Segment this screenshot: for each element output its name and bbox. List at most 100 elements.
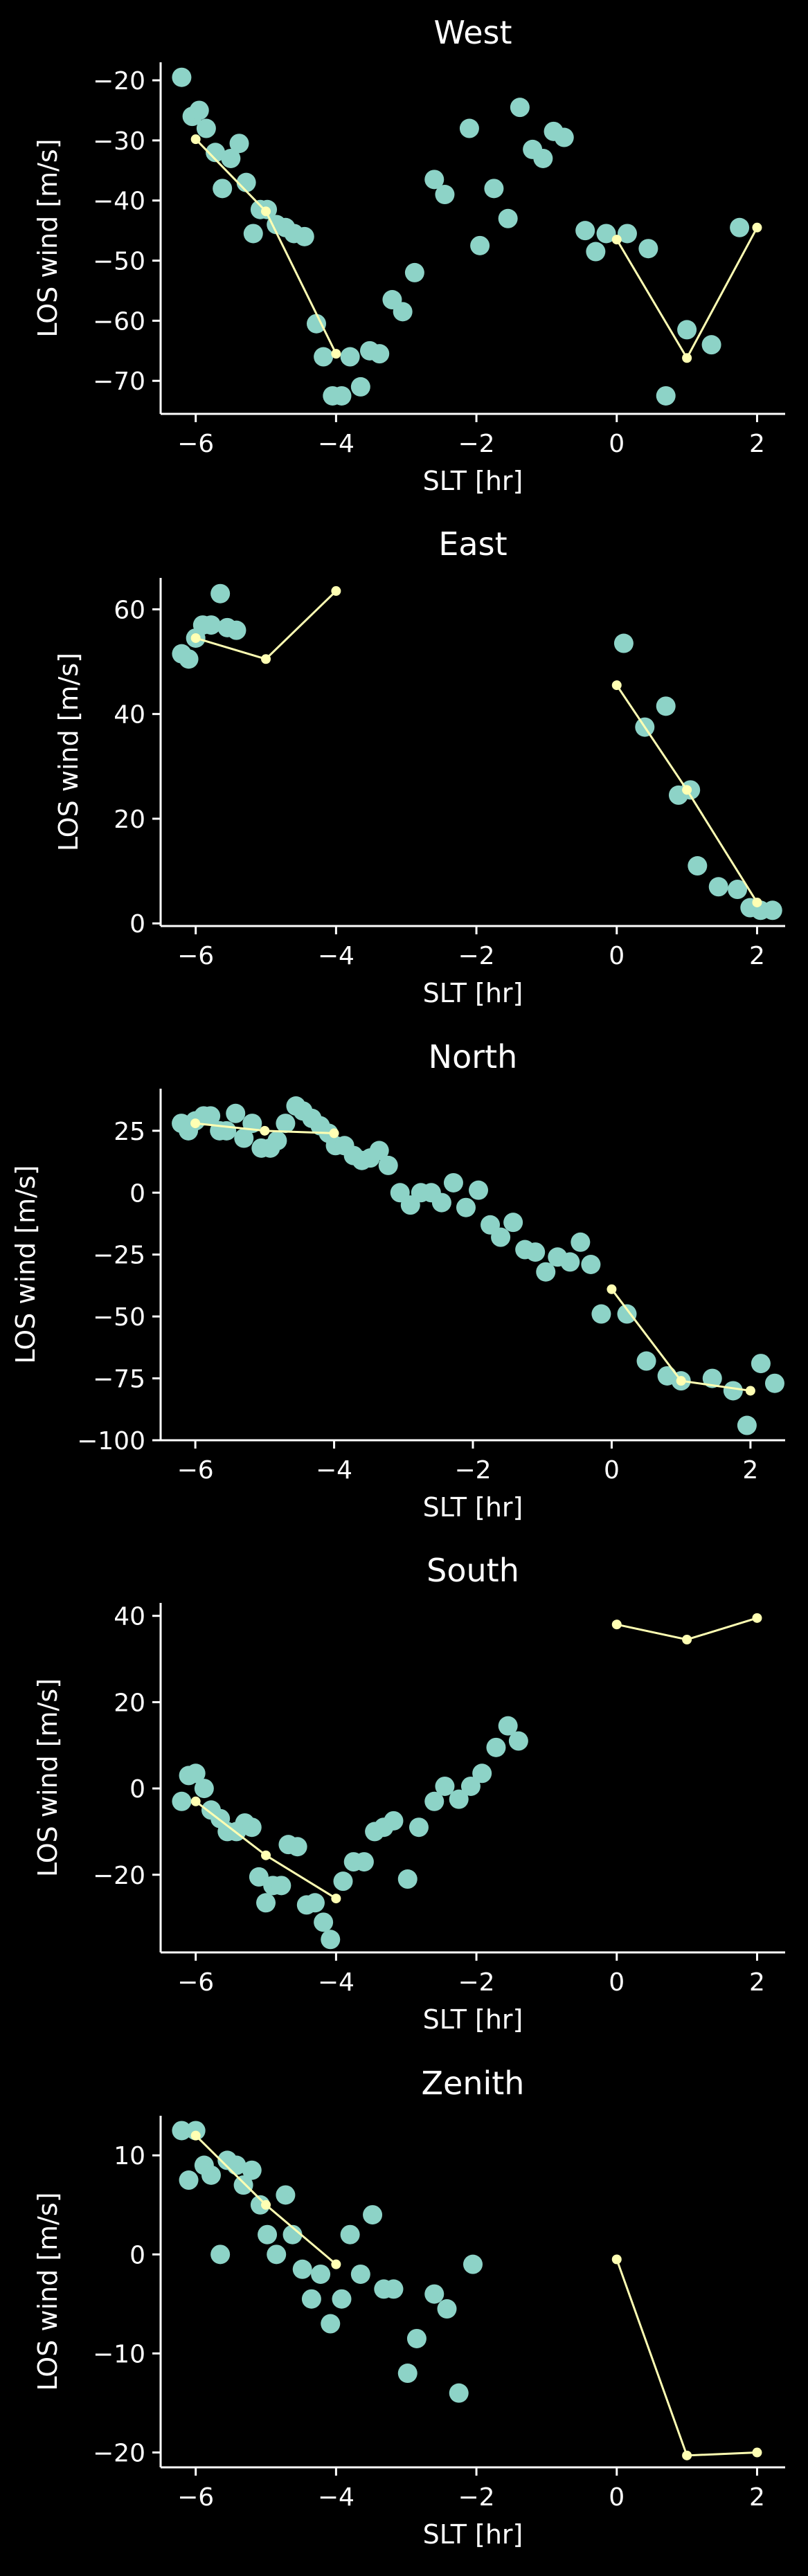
x-tick-label: −6 (177, 430, 214, 458)
scatter-point (340, 347, 360, 367)
scatter-point (243, 224, 263, 244)
x-axis-label: SLT [hr] (423, 466, 523, 496)
scatter-point (189, 100, 209, 120)
scatter-point (321, 2314, 341, 2334)
scatter-point (196, 118, 216, 138)
y-tick-label: −60 (93, 307, 145, 336)
y-tick-label: 40 (114, 701, 145, 729)
scatter-point (206, 143, 226, 163)
scatter-point (708, 877, 728, 897)
x-tick-label: 0 (609, 430, 625, 458)
y-tick-label: 20 (114, 1689, 145, 1717)
x-tick-label: −2 (458, 1968, 495, 1997)
scatter-point (443, 1172, 463, 1192)
x-tick-label: 2 (749, 1968, 765, 1997)
fit-line-marker (331, 586, 341, 596)
scatter-point (508, 1731, 528, 1751)
scatter-point (560, 1252, 580, 1272)
scatter-point (305, 1893, 325, 1913)
fit-line-marker (752, 2447, 762, 2458)
scatter-point (306, 314, 326, 334)
scatter-point (226, 620, 246, 640)
scatter-point (250, 2195, 270, 2215)
x-tick-label: −4 (318, 1968, 354, 1997)
fit-line-marker (190, 134, 201, 145)
x-tick-label: −4 (318, 2483, 354, 2512)
scatter-point (688, 856, 708, 876)
scatter-point (596, 224, 616, 244)
x-tick-label: −4 (316, 1456, 352, 1485)
scatter-point (294, 226, 314, 246)
x-axis-label: SLT [hr] (423, 2004, 523, 2035)
y-tick-label: 40 (114, 1603, 145, 1631)
scatter-point (424, 2284, 445, 2304)
x-tick-label: 2 (749, 2483, 765, 2512)
scatter-point (221, 148, 241, 168)
fit-line-marker (261, 206, 271, 217)
scatter-point (536, 1262, 556, 1282)
scatter-point (503, 1213, 523, 1233)
scatter-point (730, 217, 750, 237)
scatter-point (370, 344, 390, 364)
fit-line-marker (682, 353, 692, 363)
scatter-point (701, 335, 721, 355)
scatter-point (201, 615, 221, 635)
fit-line-marker (611, 2254, 622, 2265)
scatter-point (510, 98, 530, 118)
scatter-point (384, 1811, 404, 1831)
scatter-point (179, 2170, 199, 2190)
y-axis-label: LOS wind [m/s] (33, 2192, 63, 2391)
y-tick-label: −100 (77, 1427, 145, 1455)
fit-line-marker (745, 1386, 755, 1396)
y-tick-label: −25 (93, 1242, 145, 1270)
y-tick-label: −70 (93, 368, 145, 396)
scatter-point (404, 262, 424, 282)
scatter-point (287, 1837, 307, 1857)
scatter-point (311, 2264, 331, 2284)
scatter-point (460, 1776, 481, 1796)
scatter-point (723, 1381, 743, 1401)
y-tick-label: −50 (93, 248, 145, 276)
chart-title: Zenith (422, 2065, 525, 2102)
scatter-point (213, 179, 233, 199)
scatter-point (406, 2328, 427, 2348)
scatter-point (333, 1871, 353, 1892)
chart-panel-north: North −6 −4 −2 0 2 25 0 −25 −50 −75 −100 SLT [hr] LOS… (10, 1038, 785, 1523)
scatter-point (638, 239, 658, 259)
scatter-point (233, 2175, 253, 2195)
scatter-point (677, 320, 697, 340)
scatter-point (276, 1114, 296, 1134)
fit-line-marker (682, 2450, 692, 2460)
scatter-point (276, 2185, 296, 2205)
fit-line-marker (329, 1128, 339, 1139)
scatter-point (186, 2121, 206, 2141)
scatter-point (378, 1155, 398, 1175)
y-tick-label: 20 (114, 806, 145, 834)
scatter-point (397, 1869, 418, 1889)
scatter-point (234, 1128, 254, 1148)
x-tick-label: 2 (749, 942, 765, 970)
scatter-point (363, 2205, 383, 2225)
y-axis-label: LOS wind [m/s] (53, 653, 84, 851)
scatter-point (236, 172, 256, 192)
scatter-point (463, 2254, 483, 2274)
scatter-point (456, 1197, 476, 1217)
scatter-point (256, 1893, 276, 1913)
scatter-point (226, 1103, 246, 1123)
scatter-point (533, 148, 553, 168)
scatter-point (762, 900, 782, 920)
y-tick-label: 25 (114, 1118, 145, 1146)
scatter-point (554, 127, 574, 147)
y-tick-label: −10 (93, 2340, 145, 2368)
scatter-point (472, 1763, 492, 1784)
scatter-point (656, 386, 676, 406)
y-tick-label: −50 (93, 1303, 145, 1332)
fit-line-segment (616, 2258, 757, 2457)
x-tick-label: 0 (604, 1456, 620, 1485)
scatter-point (617, 1304, 637, 1324)
scatter-point (591, 1304, 611, 1324)
y-tick-label: 0 (129, 910, 145, 938)
scatter-point (314, 1912, 334, 1932)
chart-title: East (438, 525, 507, 563)
